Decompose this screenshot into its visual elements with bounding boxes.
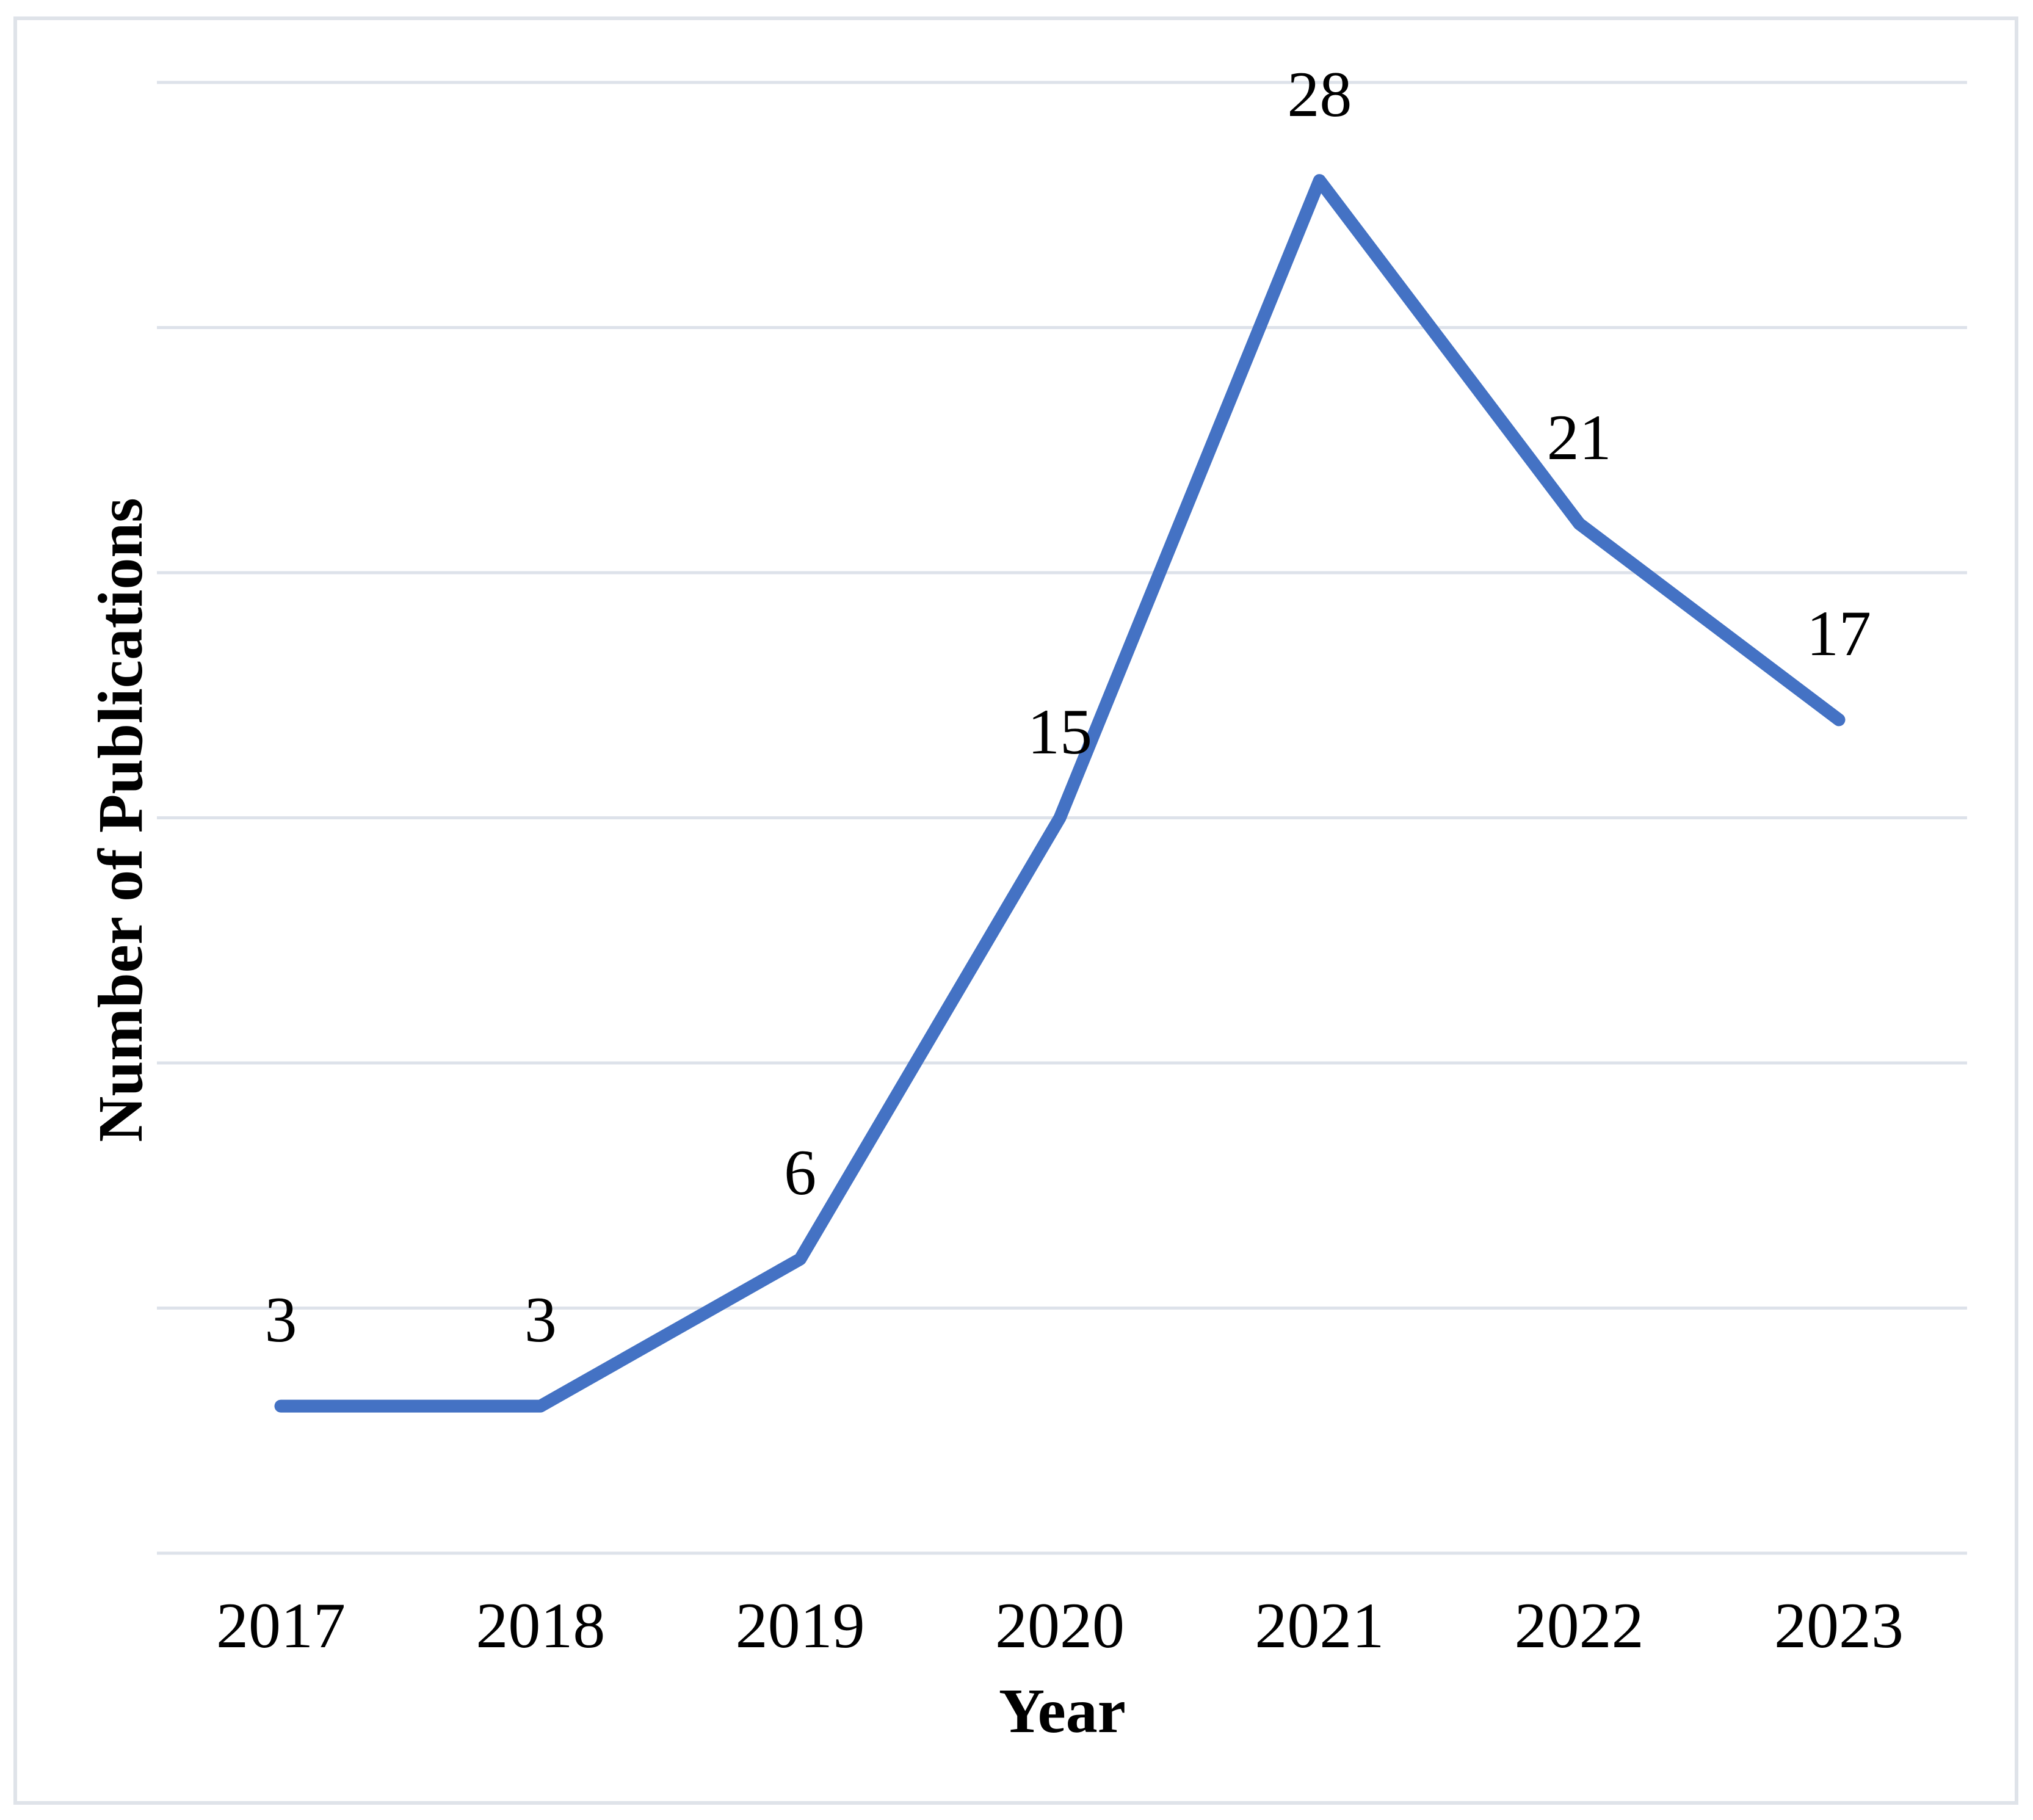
x-tick-label-2021: 2021	[1255, 1590, 1385, 1661]
series-line	[274, 174, 1846, 1413]
data-label-2017: 3	[264, 1284, 297, 1356]
data-label-2018: 3	[524, 1284, 557, 1356]
x-tick-label-2017: 2017	[216, 1590, 346, 1661]
x-tick-label-2022: 2022	[1514, 1590, 1644, 1661]
chart-border	[13, 16, 2018, 1805]
x-tick-label-2020: 2020	[995, 1590, 1125, 1661]
data-label-2021: 28	[1287, 58, 1352, 130]
data-label-2022: 21	[1546, 401, 1612, 473]
data-label-2019: 6	[784, 1137, 817, 1209]
data-label-2023: 17	[1806, 597, 1871, 669]
x-axis-title: Year	[999, 1676, 1126, 1746]
y-axis-title: Number of Publications	[85, 498, 156, 1142]
x-tick-label-2018: 2018	[476, 1590, 606, 1661]
x-tick-label-2019: 2019	[735, 1590, 865, 1661]
data-label-2020: 15	[1027, 695, 1092, 767]
x-tick-label-2023: 2023	[1774, 1590, 1904, 1661]
